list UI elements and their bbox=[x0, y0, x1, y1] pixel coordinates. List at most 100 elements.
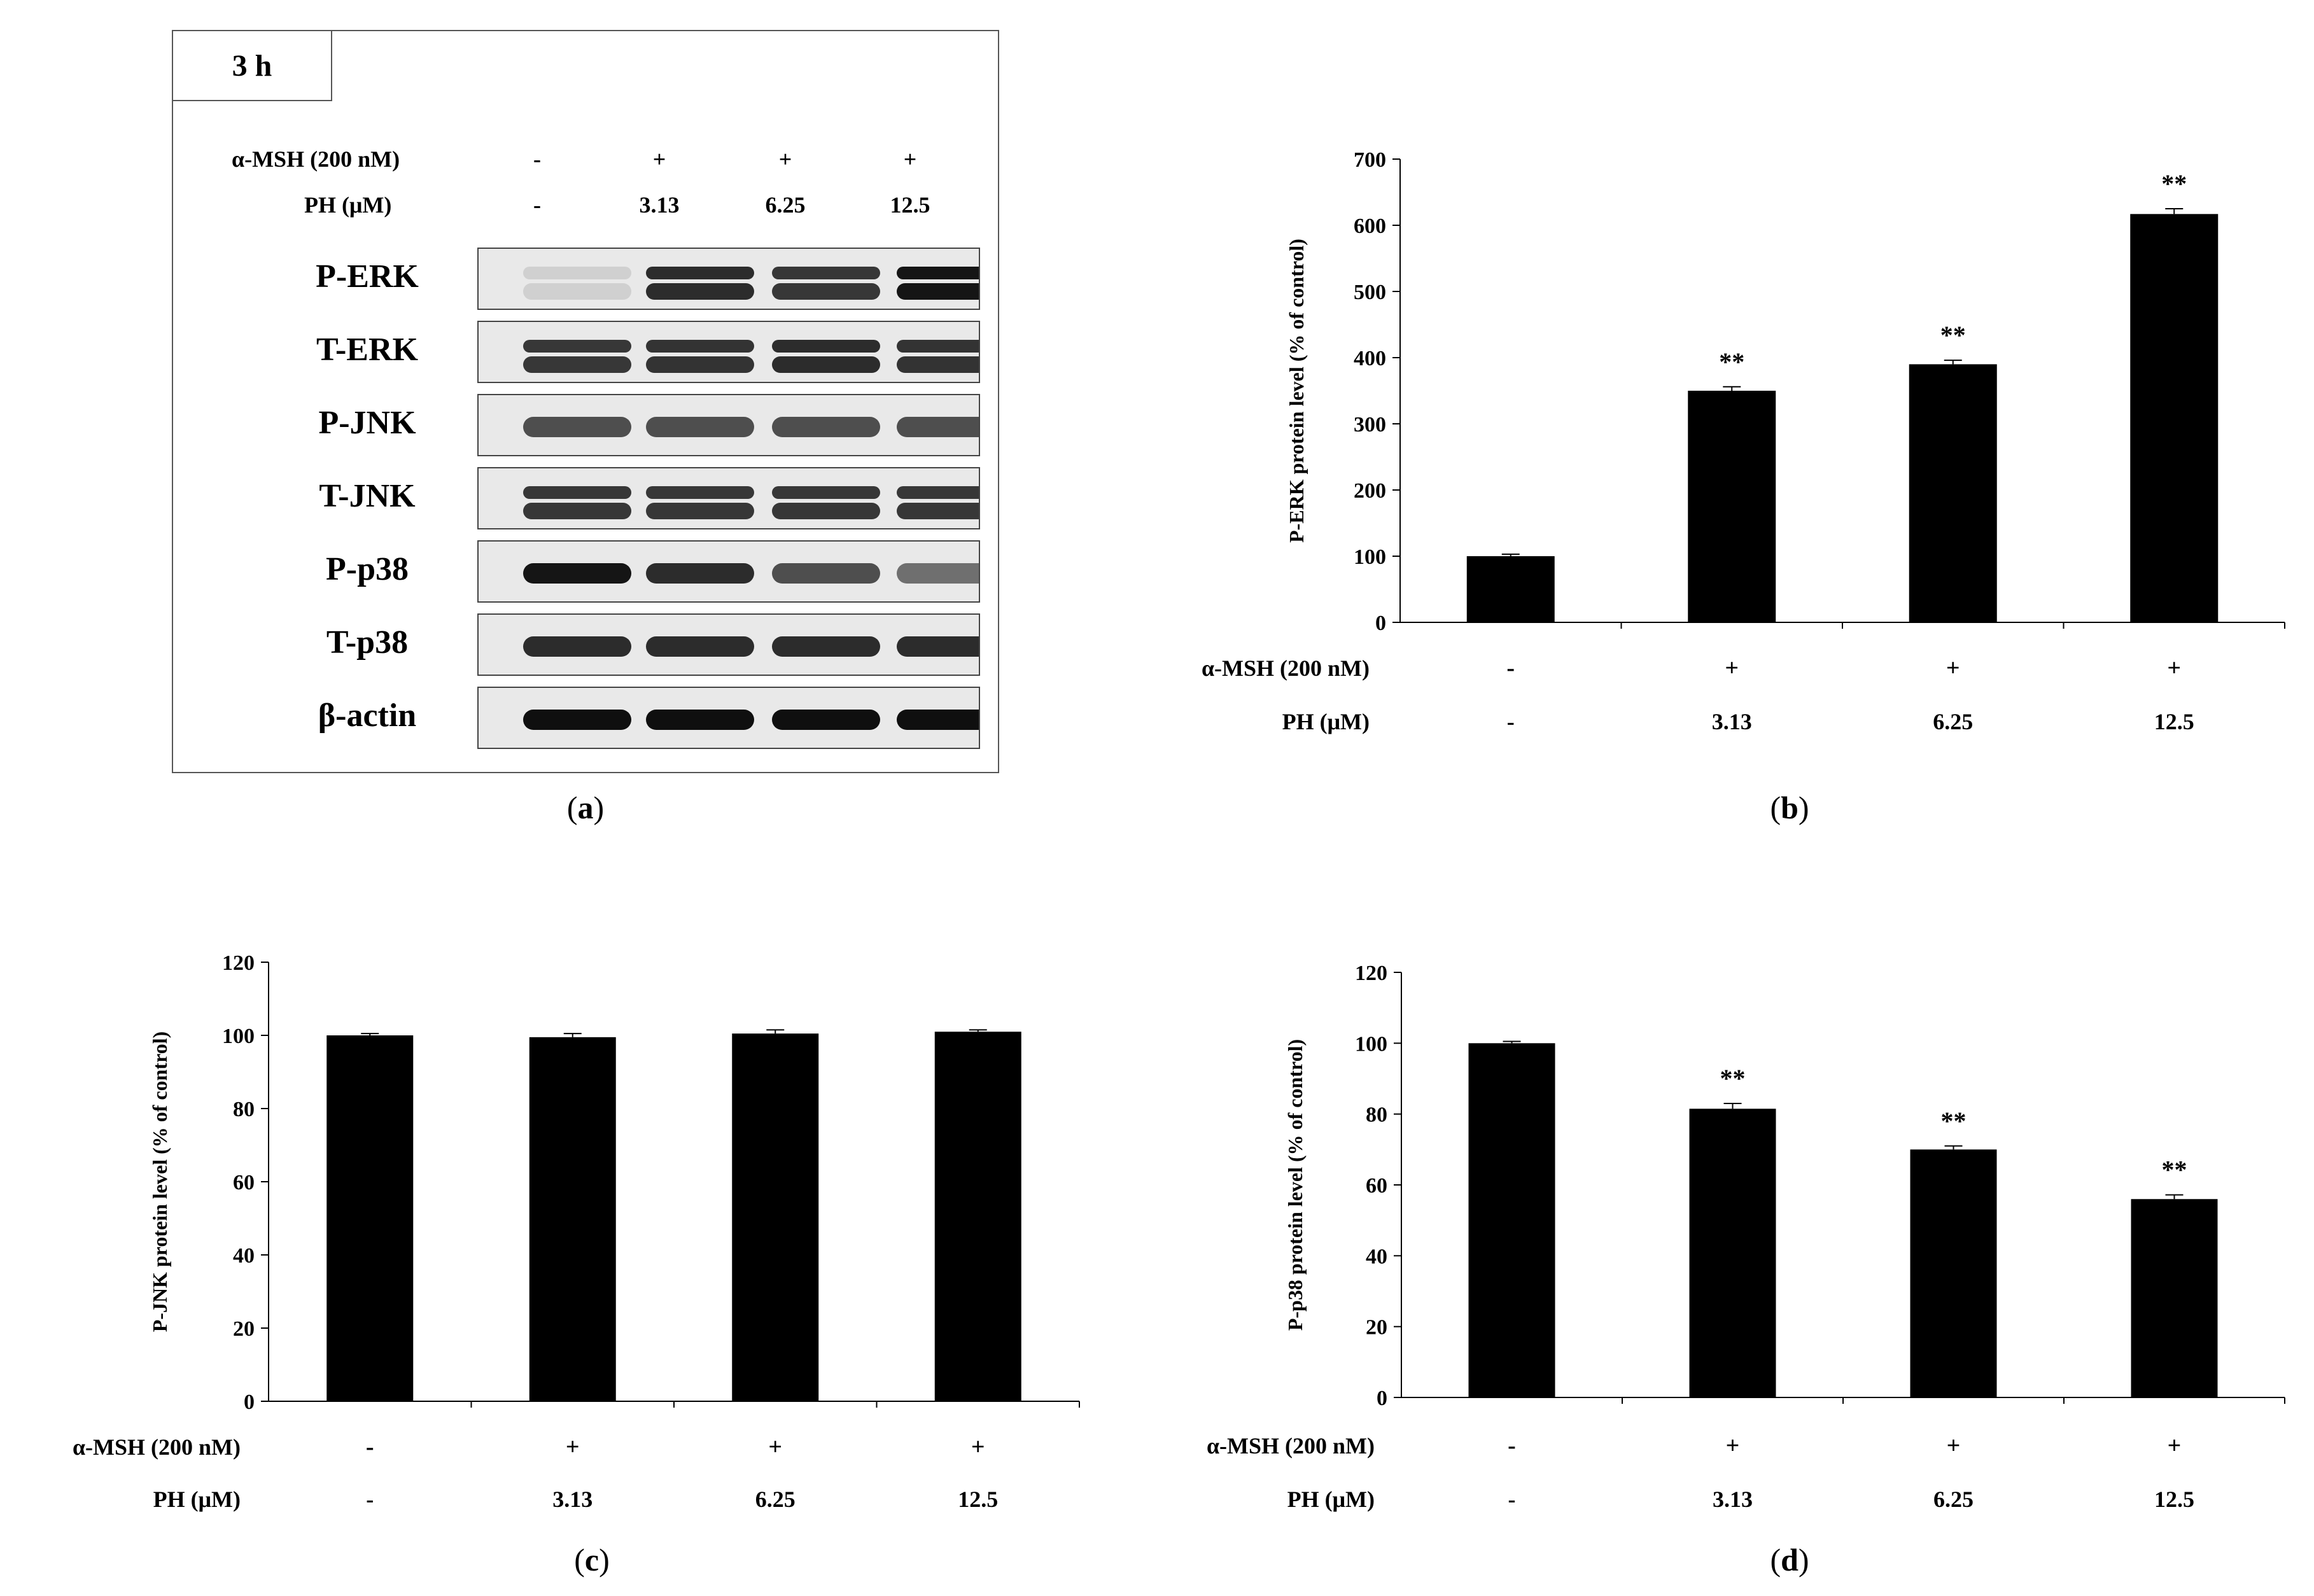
blot-band bbox=[897, 356, 979, 373]
y-tick-label: 20 bbox=[233, 1317, 255, 1341]
significance-marker: ** bbox=[2161, 169, 2187, 198]
ph-value: 12.5 bbox=[2154, 709, 2194, 734]
blot-band bbox=[646, 417, 754, 437]
y-axis-label: P-p38 protein level (% of control) bbox=[1284, 1039, 1307, 1331]
msh-value: + bbox=[768, 1434, 782, 1460]
panel-letter: a bbox=[577, 790, 594, 825]
significance-marker: ** bbox=[1941, 1107, 1967, 1135]
blot-band bbox=[523, 636, 631, 657]
panel-label-d: (d) bbox=[1770, 1542, 1809, 1578]
msh-value: + bbox=[652, 146, 666, 172]
y-tick-label: 120 bbox=[222, 951, 255, 975]
blot-label: T-JNK bbox=[319, 478, 416, 514]
significance-marker: ** bbox=[1940, 321, 1966, 349]
blot-band bbox=[646, 710, 754, 730]
blot-band bbox=[646, 563, 754, 584]
y-tick-label: 400 bbox=[1354, 347, 1386, 370]
bar bbox=[529, 1037, 616, 1401]
blot-strip bbox=[477, 394, 980, 456]
msh-value: + bbox=[778, 146, 792, 172]
y-tick-label: 120 bbox=[1355, 962, 1387, 985]
y-tick-label: 200 bbox=[1354, 479, 1386, 503]
blot-band bbox=[897, 340, 979, 353]
bar bbox=[732, 1033, 819, 1401]
ph-condition-label: PH (μM) bbox=[1282, 709, 1370, 734]
blot-band bbox=[772, 636, 880, 657]
ph-value: - bbox=[366, 1487, 374, 1512]
blot-label: T-p38 bbox=[326, 624, 409, 661]
msh-condition-label: α-MSH (200 nM) bbox=[1207, 1433, 1375, 1459]
blot-band bbox=[897, 636, 979, 657]
y-tick-label: 100 bbox=[222, 1025, 255, 1048]
blot-band bbox=[523, 417, 631, 437]
blot-strip bbox=[477, 687, 980, 749]
ph-value: 3.13 bbox=[1713, 1487, 1753, 1512]
msh-value: + bbox=[971, 1434, 985, 1460]
panel-letter: d bbox=[1781, 1542, 1799, 1578]
blot-band bbox=[897, 486, 979, 499]
panel-label-c: (c) bbox=[574, 1542, 610, 1578]
ph-value: 12.5 bbox=[958, 1487, 998, 1512]
blot-strip bbox=[477, 467, 980, 529]
blot-band bbox=[646, 267, 754, 279]
blot-band bbox=[772, 710, 880, 730]
bar bbox=[326, 1035, 414, 1401]
y-tick-label: 0 bbox=[1377, 1387, 1387, 1410]
bar-chart-p-p38: 0 20 40 60 80 100 120 P-p38 protein level (% of… bbox=[1207, 962, 2285, 1512]
panel-letter: c bbox=[584, 1542, 600, 1578]
bar-chart-p-jnk: 0 20 40 60 80 100 120 P-JNK protein level (% of… bbox=[73, 951, 1080, 1512]
blot-strip bbox=[477, 248, 980, 310]
y-axis-label: P-JNK protein level (% of control) bbox=[148, 1032, 171, 1333]
y-tick-label: 300 bbox=[1354, 413, 1386, 437]
ph-condition-label: PH (μM) bbox=[1287, 1487, 1375, 1512]
bar bbox=[1468, 1043, 1555, 1397]
ph-value: 6.25 bbox=[755, 1487, 796, 1512]
bar bbox=[1910, 1149, 1997, 1397]
ph-value: 3.13 bbox=[639, 192, 680, 218]
msh-value: + bbox=[2167, 655, 2181, 682]
blot-band bbox=[523, 283, 631, 300]
msh-value: + bbox=[566, 1434, 580, 1460]
blot-band bbox=[523, 267, 631, 279]
y-axis-label: P-ERK protein level (% of control) bbox=[1285, 239, 1308, 543]
blot-band bbox=[646, 340, 754, 353]
msh-value: - bbox=[1506, 655, 1515, 682]
blot-label: P-JNK bbox=[318, 405, 416, 441]
ph-condition-label: PH (μM) bbox=[153, 1487, 241, 1512]
blot-strip bbox=[477, 321, 980, 383]
blot-band bbox=[772, 503, 880, 519]
y-tick-label: 40 bbox=[233, 1244, 255, 1268]
blot-band bbox=[523, 563, 631, 584]
bar bbox=[1688, 391, 1776, 622]
time-label: 3 h bbox=[173, 31, 332, 101]
msh-value: + bbox=[1726, 1432, 1740, 1459]
blot-strip bbox=[477, 613, 980, 676]
y-tick-label: 80 bbox=[1366, 1103, 1387, 1127]
blot-band bbox=[646, 636, 754, 657]
blot-band bbox=[523, 486, 631, 499]
y-tick-label: 700 bbox=[1354, 148, 1386, 172]
blot-band bbox=[523, 503, 631, 519]
significance-marker: ** bbox=[2162, 1156, 2187, 1184]
ph-value: 3.13 bbox=[552, 1487, 593, 1512]
bar bbox=[1689, 1109, 1776, 1397]
blot-band bbox=[772, 356, 880, 373]
msh-value: - bbox=[533, 146, 541, 172]
y-tick-label: 20 bbox=[1366, 1316, 1387, 1340]
msh-value: + bbox=[1725, 655, 1739, 682]
blot-band bbox=[897, 710, 979, 730]
blot-band bbox=[897, 283, 979, 300]
msh-value: + bbox=[903, 146, 917, 172]
blot-band bbox=[772, 417, 880, 437]
bar bbox=[2131, 1199, 2218, 1397]
ph-value: 6.25 bbox=[1933, 709, 1973, 734]
ph-value: - bbox=[1508, 1487, 1516, 1512]
blot-band bbox=[897, 267, 979, 279]
y-tick-label: 40 bbox=[1366, 1245, 1387, 1268]
blot-band bbox=[772, 340, 880, 353]
blot-panel: 3 h α-MSH (200 nM) PH (μM) - + + + - 3.1… bbox=[172, 30, 999, 773]
bar bbox=[1466, 556, 1555, 622]
blot-label: P-p38 bbox=[326, 551, 409, 587]
msh-condition-label: α-MSH (200 nM) bbox=[1202, 655, 1370, 681]
